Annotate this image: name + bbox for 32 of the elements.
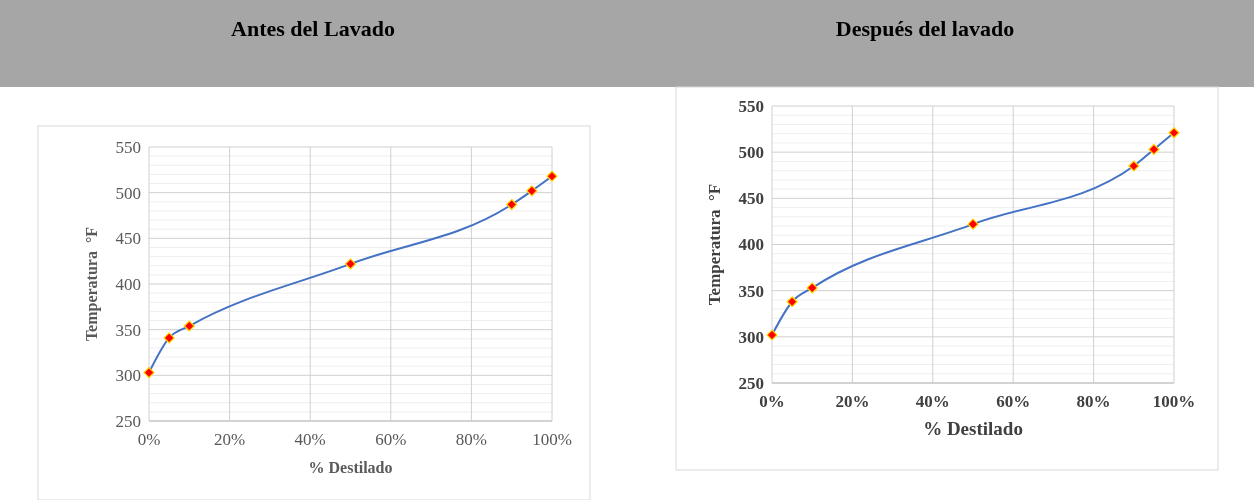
- y-tick-label: 500: [738, 143, 764, 163]
- x-tick-label: 100%: [532, 430, 572, 449]
- x-tick-label: 0%: [137, 430, 161, 449]
- y-tick-label: 250: [738, 373, 764, 393]
- x-tick-label: 100%: [1152, 392, 1196, 411]
- x-axis-title: % Destilado: [923, 418, 1023, 439]
- y-tick-label: 550: [738, 96, 764, 116]
- x-tick-label: 40%: [294, 430, 326, 449]
- y-tick-label: 450: [115, 229, 141, 249]
- x-tick-label: 20%: [835, 392, 870, 411]
- y-tick-label: 300: [115, 366, 141, 386]
- x-tick-label: 60%: [375, 430, 407, 449]
- y-tick-label: 250: [115, 411, 141, 431]
- chart-title: Antes del Lavado: [231, 16, 395, 41]
- x-tick-label: 20%: [214, 430, 246, 449]
- x-tick-label: 40%: [915, 392, 950, 411]
- y-tick-label: 450: [738, 189, 764, 209]
- y-axis-title: Temperatura °F: [705, 183, 724, 306]
- y-tick-label: 350: [738, 281, 764, 301]
- y-tick-label: 300: [738, 327, 764, 347]
- chart-title: Después del lavado: [835, 16, 1015, 41]
- y-tick-label: 400: [115, 274, 141, 294]
- y-tick-label: 500: [115, 183, 141, 203]
- x-tick-label: 80%: [1076, 392, 1111, 411]
- x-axis-title: % Destilado: [308, 459, 393, 476]
- x-tick-label: 60%: [996, 392, 1031, 411]
- y-axis-title: Temperatura °F: [83, 226, 101, 342]
- x-tick-label: 80%: [455, 430, 487, 449]
- y-tick-label: 400: [738, 235, 764, 255]
- y-tick-label: 550: [115, 137, 141, 157]
- x-tick-label: 0%: [759, 392, 785, 411]
- y-tick-label: 350: [115, 320, 141, 340]
